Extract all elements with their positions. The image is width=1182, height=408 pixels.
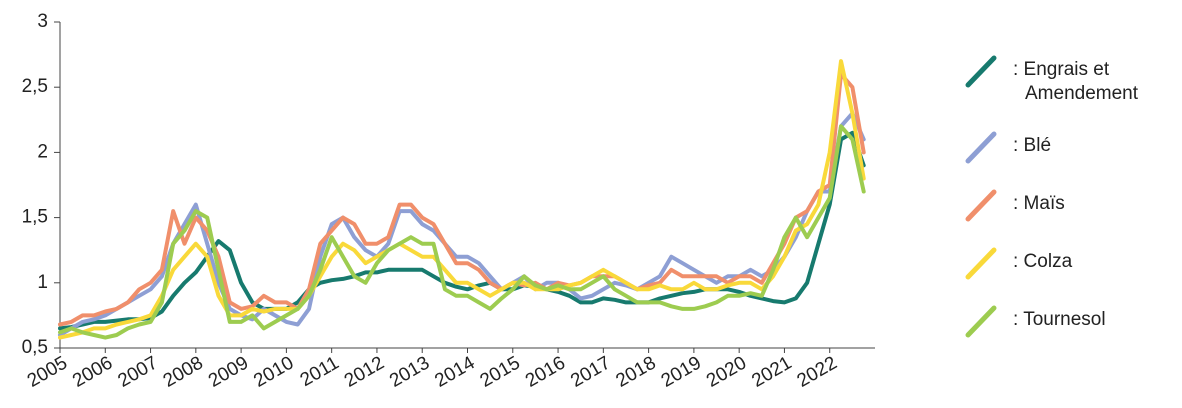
legend-swatch	[965, 305, 997, 338]
y-tick-label: 1	[37, 272, 48, 293]
x-tick-label: 2015	[477, 352, 524, 391]
x-tick-label: 2022	[794, 352, 841, 391]
series-line	[58, 59, 866, 340]
x-tick-label: 2005	[24, 352, 71, 391]
legend-swatch	[965, 247, 997, 280]
x-tick-label: 2019	[658, 352, 705, 391]
y-tick-label: 0,5	[22, 337, 48, 358]
legend-label: : Colza	[1013, 251, 1073, 272]
x-tick-label: 2017	[567, 352, 614, 391]
legend-swatch	[965, 189, 997, 222]
x-tick-label: 2018	[613, 352, 660, 391]
series-line	[58, 72, 866, 327]
x-tick-label: 2014	[431, 352, 478, 392]
x-tick-label: 2009	[205, 352, 252, 391]
legend-label: : Tournesol	[1013, 309, 1106, 330]
legend-label: : Blé	[1013, 135, 1052, 156]
x-tick-label: 2012	[341, 352, 388, 391]
x-tick-label: 2013	[386, 352, 433, 391]
legend-label: : Engrais et Amendement	[1013, 59, 1139, 104]
legend-swatch	[965, 55, 997, 88]
x-tick-label: 2008	[160, 352, 207, 391]
x-tick-label: 2011	[297, 352, 343, 391]
x-tick-label: 2010	[250, 352, 297, 391]
x-tick-label: 2007	[114, 352, 161, 391]
y-tick-label: 1,5	[22, 207, 48, 228]
series-line	[58, 124, 866, 340]
legend-label: : Maïs	[1013, 193, 1065, 214]
x-tick-label: 2006	[69, 352, 116, 391]
series-line	[58, 111, 866, 337]
y-tick-label: 2,5	[22, 76, 48, 97]
x-tick-label: 2020	[703, 352, 750, 391]
y-tick-label: 3	[37, 11, 48, 32]
series-line	[58, 130, 866, 331]
x-tick-label: 2021	[748, 352, 795, 391]
legend-swatch	[965, 131, 997, 164]
x-tick-label: 2016	[522, 352, 569, 391]
y-tick-label: 2	[37, 141, 48, 162]
